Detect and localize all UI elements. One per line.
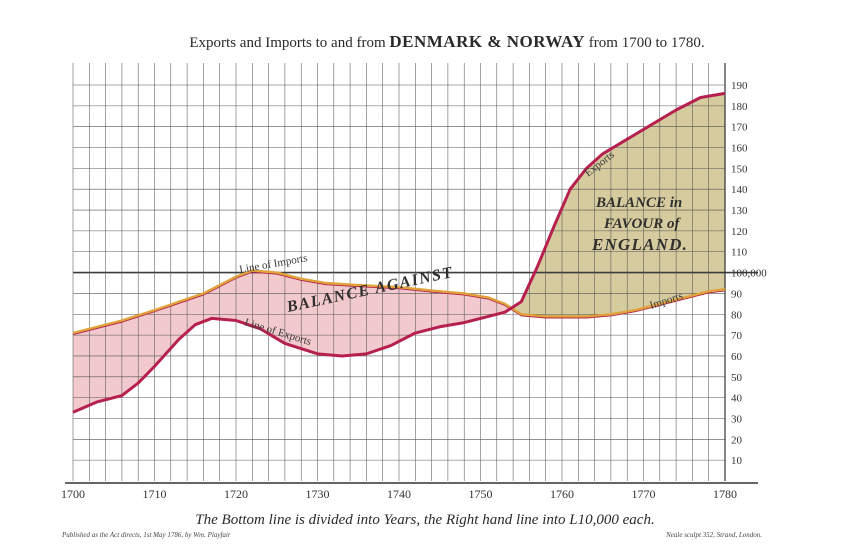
label-balance-favour-3: ENGLAND. bbox=[591, 235, 688, 254]
y-tick-30: 30 bbox=[731, 413, 743, 425]
y-tick-190: 190 bbox=[731, 80, 748, 92]
grid bbox=[65, 63, 758, 484]
chart-title-pre: Exports and Imports to and from bbox=[189, 35, 389, 51]
x-tick-1770: 1770 bbox=[632, 487, 656, 501]
x-tick-1730: 1730 bbox=[306, 487, 330, 501]
y-tick-50: 50 bbox=[731, 372, 743, 384]
x-tick-1740: 1740 bbox=[387, 487, 411, 501]
y-tick-180: 180 bbox=[731, 101, 748, 113]
balance-against-area bbox=[73, 270, 512, 413]
balance-fills bbox=[73, 93, 725, 413]
x-tick-1720: 1720 bbox=[224, 487, 248, 501]
imports-line bbox=[72, 269, 726, 335]
y-tick-110: 110 bbox=[731, 247, 748, 259]
chart-caption: The Bottom line is divided into Years, t… bbox=[195, 512, 654, 528]
y-tick-40: 40 bbox=[731, 393, 743, 405]
x-tick-1780: 1780 bbox=[713, 487, 737, 501]
x-tick-1760: 1760 bbox=[550, 487, 574, 501]
chart-title-post: from 1700 to 1780. bbox=[585, 35, 705, 51]
y-tick-150: 150 bbox=[731, 163, 748, 175]
x-tick-labels: 1700 1710 1720 1730 1740 1750 1760 1770 1780 bbox=[61, 487, 737, 501]
y-tick-90: 90 bbox=[731, 288, 743, 300]
y-tick-100: 100,000 bbox=[731, 268, 767, 280]
chart-title: Exports and Imports to and from DENMARK … bbox=[189, 32, 704, 51]
chart-title-main: DENMARK & NORWAY bbox=[389, 32, 585, 51]
label-balance-favour-2: FAVOUR of bbox=[603, 216, 681, 232]
x-tick-1700: 1700 bbox=[61, 487, 85, 501]
y-tick-170: 170 bbox=[731, 122, 748, 134]
imprint-left: Published as the Act directs, 1st May 17… bbox=[61, 531, 231, 539]
y-tick-70: 70 bbox=[731, 330, 743, 342]
y-tick-10: 10 bbox=[731, 455, 743, 467]
y-tick-labels: 10 20 30 40 50 60 70 80 90 100,000 110 120 130 140 150… bbox=[731, 80, 767, 467]
y-tick-20: 20 bbox=[731, 434, 743, 446]
y-tick-160: 160 bbox=[731, 143, 748, 155]
y-tick-120: 120 bbox=[731, 226, 748, 238]
balance-favour-area bbox=[511, 93, 725, 317]
imports-line-shadow bbox=[72, 271, 726, 336]
series-lines bbox=[72, 91, 726, 414]
exports-line bbox=[72, 91, 726, 414]
y-tick-60: 60 bbox=[731, 351, 743, 363]
label-balance-favour-1: BALANCE in bbox=[595, 195, 682, 211]
y-tick-140: 140 bbox=[731, 184, 748, 196]
imprint-right: Neale sculpt 352, Strand, London. bbox=[665, 531, 762, 539]
y-tick-80: 80 bbox=[731, 309, 743, 321]
x-tick-1750: 1750 bbox=[469, 487, 493, 501]
x-tick-1710: 1710 bbox=[143, 487, 167, 501]
y-tick-130: 130 bbox=[731, 205, 748, 217]
